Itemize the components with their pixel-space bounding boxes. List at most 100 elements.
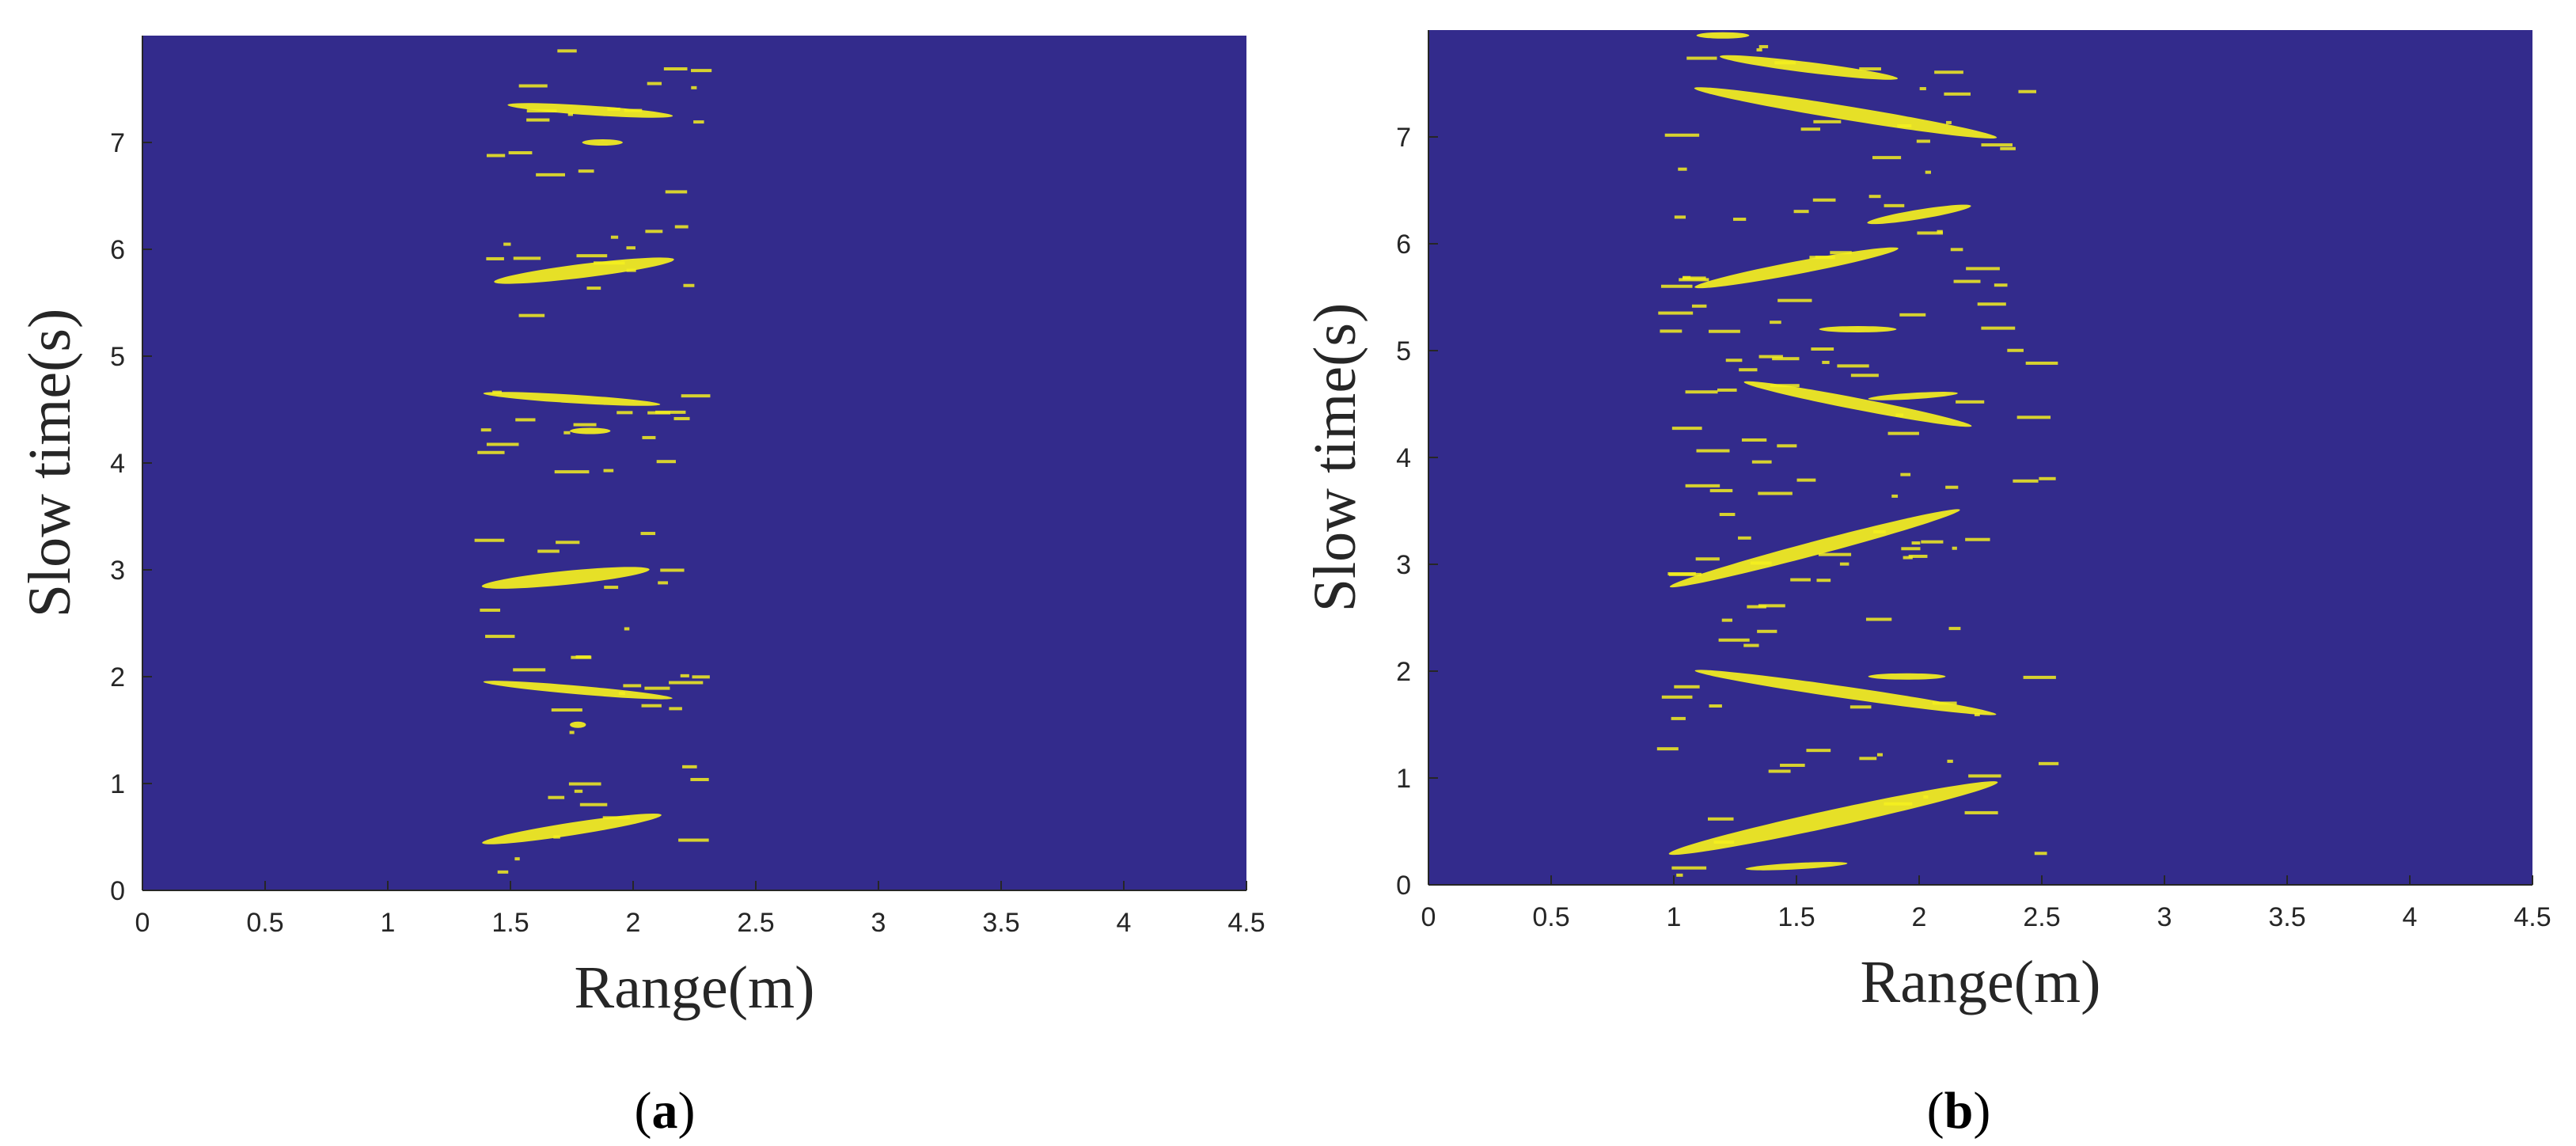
heatmap-speckle <box>1707 817 1734 821</box>
heatmap-speckle <box>642 435 656 439</box>
heatmap-speckle <box>1948 627 1961 631</box>
heatmap-speckle <box>1946 120 1952 124</box>
heatmap-speckle <box>645 230 663 233</box>
heatmap-band <box>1868 673 1946 680</box>
heatmap-speckle <box>518 313 545 317</box>
x-tick-label: 4 <box>1117 908 1132 938</box>
heatmap-speckle <box>1747 605 1766 609</box>
x-tick-label: 3 <box>871 908 886 938</box>
x-tick-label: 1.5 <box>491 908 529 938</box>
heatmap-speckle <box>693 120 704 124</box>
heatmap-speckle <box>1850 374 1879 378</box>
heatmap-speckle <box>1812 198 1836 202</box>
heatmap-speckle <box>691 85 697 89</box>
heatmap-speckle <box>1966 267 2000 271</box>
heatmap-speckle <box>515 418 536 422</box>
x-tick-label: 2 <box>1912 902 1927 932</box>
heatmap-speckle <box>1952 546 1957 550</box>
heatmap-speckle <box>663 67 688 71</box>
x-tick-label: 4.5 <box>1227 908 1265 938</box>
heatmap-speckle <box>1671 716 1686 720</box>
heatmap-speckle <box>1770 321 1781 324</box>
heatmap-speckle <box>536 173 565 176</box>
heatmap-speckle <box>1777 298 1812 302</box>
heatmap-speckle <box>1945 485 1959 489</box>
heatmap-speckle <box>1664 133 1700 137</box>
heatmap-speckle <box>655 410 686 414</box>
heatmap-speckle <box>1758 604 1785 608</box>
y-tick-label: 0 <box>1396 871 1411 901</box>
heatmap-speckle <box>2038 761 2059 765</box>
heatmap-speckle <box>692 675 710 679</box>
heatmap-band <box>1745 862 1848 871</box>
heatmap-speckle <box>1671 427 1702 431</box>
heatmap-speckle <box>1686 56 1717 60</box>
heatmap-band <box>570 721 586 728</box>
heatmap-speckle <box>1947 759 1953 763</box>
heatmap-speckle <box>1932 701 1957 705</box>
heatmap-band <box>1867 204 1971 225</box>
heatmap-speckle <box>485 635 515 639</box>
y-tick-label: 2 <box>110 662 125 693</box>
heatmap-speckle <box>1713 841 1735 844</box>
heatmap-speckle <box>1796 478 1816 482</box>
heatmap-speckle <box>1868 195 1881 199</box>
heatmap-speckle <box>486 256 504 260</box>
y-tick-label: 7 <box>1396 123 1411 153</box>
heatmap-speckle <box>641 704 662 708</box>
heatmap-speckle <box>1895 413 1904 417</box>
heatmap-speckle <box>1981 143 2013 147</box>
heatmap-band <box>1669 509 1960 588</box>
heatmap-speckle <box>1917 231 1944 235</box>
heatmap-speckle <box>480 608 501 612</box>
heatmap-speckle <box>1741 438 1767 442</box>
heatmap-speckle <box>626 246 635 250</box>
heatmap-speckle <box>1974 712 1980 716</box>
y-tick-label: 7 <box>110 128 125 158</box>
heatmap-speckle <box>1901 547 1921 551</box>
heatmap-speckle <box>1682 276 1706 280</box>
heatmap-speckle <box>1758 355 1783 359</box>
heatmap-speckle <box>681 394 711 398</box>
heatmap-speckle <box>1739 368 1758 372</box>
heatmap-speckle <box>2018 89 2036 93</box>
plot-area <box>1428 30 2532 885</box>
y-tick-label: 5 <box>1396 336 1411 366</box>
heatmap-speckle <box>1725 359 1743 362</box>
heatmap-speckle <box>1658 311 1694 315</box>
heatmap-speckle <box>1709 329 1740 333</box>
heatmap-speckle <box>486 442 519 446</box>
heatmap-speckle <box>513 256 541 260</box>
heatmap-speckle <box>1806 749 1831 753</box>
y-tick-label: 5 <box>110 342 125 372</box>
heatmap-speckle <box>644 686 670 690</box>
heatmap-speckle <box>537 549 560 553</box>
heatmap-speckle <box>1897 124 1912 128</box>
heatmap-speckle <box>1899 313 1926 317</box>
heatmap-speckle <box>1816 579 1831 582</box>
heatmap-speckle <box>626 268 636 272</box>
heatmap-speckle <box>1719 513 1736 517</box>
x-tick-label: 2.5 <box>2023 902 2060 932</box>
heatmap-speckle <box>660 568 685 572</box>
heatmap-speckle <box>486 154 506 157</box>
heatmap-speckle <box>554 470 590 474</box>
x-tick-label: 1 <box>381 908 396 938</box>
heatmap-speckle <box>1968 774 2001 778</box>
heatmap-speckle <box>1934 70 1963 74</box>
y-tick-label: 6 <box>1396 230 1411 260</box>
heatmap-speckle <box>573 423 597 427</box>
x-tick-label: 4.5 <box>2513 902 2551 932</box>
heatmap-band <box>582 139 623 146</box>
heatmap-speckle <box>574 789 583 793</box>
heatmap-speckle <box>1758 44 1769 48</box>
heatmap-speckle <box>1811 347 1834 351</box>
heatmap-speckle <box>1674 215 1686 219</box>
heatmap-speckle <box>1884 203 1905 207</box>
heatmap-band <box>1743 381 1972 427</box>
heatmap-marks <box>474 49 712 874</box>
x-tick-label: 3 <box>2157 902 2172 932</box>
heatmap-speckle <box>1660 284 1693 288</box>
heatmap-speckle <box>1908 554 1928 558</box>
panel-caption-letter: a <box>652 1082 678 1140</box>
